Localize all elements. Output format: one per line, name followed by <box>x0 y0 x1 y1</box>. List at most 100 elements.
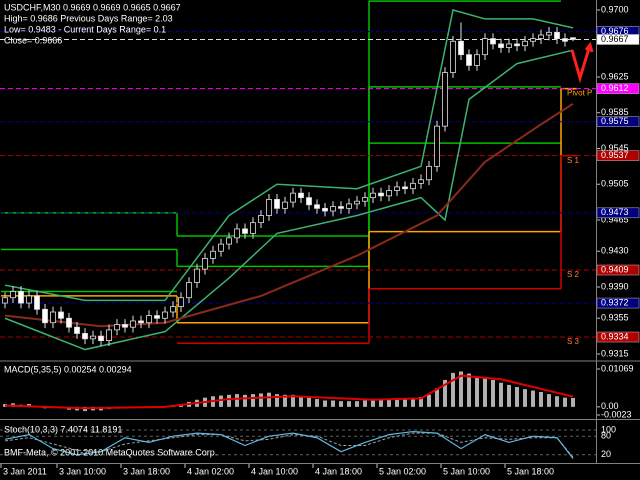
macd-bar <box>443 379 447 407</box>
candle-body <box>322 207 328 212</box>
candle-body <box>370 192 376 199</box>
candle-body <box>338 206 344 209</box>
candle-body <box>426 165 432 181</box>
header-line: Close= 0.9666 <box>4 35 62 45</box>
y-tick-label: 0.9315 <box>601 348 629 358</box>
price-box-label: 0.9667 <box>601 34 629 44</box>
macd-bar <box>499 382 503 407</box>
candle-body <box>450 40 456 73</box>
bollinger-band <box>4 9 574 302</box>
macd-bar <box>227 394 231 407</box>
macd-bar <box>491 379 495 407</box>
macd-bar <box>515 387 519 407</box>
candle-body <box>290 192 296 203</box>
candle-body <box>106 329 112 341</box>
price-box-label: 0.9537 <box>601 150 629 160</box>
macd-title: MACD(5,35,5) 0.00254 0.00294 <box>4 364 132 374</box>
candle-body <box>266 199 272 216</box>
macd-bar <box>379 399 383 407</box>
candle-body <box>522 40 528 47</box>
y-tick-label: 0.9545 <box>601 143 629 153</box>
macd-bar <box>339 401 343 407</box>
macd-bar <box>395 398 399 407</box>
candle-body <box>378 192 384 197</box>
stoch-tick-label: 100 <box>601 424 616 434</box>
candle-body <box>498 43 504 48</box>
candle-body <box>298 192 304 199</box>
candle-body <box>218 243 224 252</box>
macd-bar <box>387 399 391 407</box>
stoch-tick-label: 80 <box>601 431 611 441</box>
stoch-k <box>4 430 574 459</box>
candle-body <box>274 199 280 209</box>
candle-body <box>234 228 240 239</box>
level-label: S 3 <box>567 337 580 346</box>
candle-body <box>354 200 360 205</box>
price-box-label: 0.9334 <box>601 331 629 341</box>
candle-body <box>330 206 336 212</box>
candle-body <box>178 297 184 308</box>
y-tick-label: 0.9355 <box>601 313 629 323</box>
macd-signal <box>4 374 574 410</box>
macd-bar <box>411 397 415 407</box>
macd-bar <box>531 390 535 407</box>
y-tick-label: 0.9625 <box>601 71 629 81</box>
macd-bar <box>427 394 431 407</box>
macd-bar <box>371 399 375 407</box>
macd-bar <box>299 396 303 407</box>
candle-body <box>138 320 144 324</box>
macd-tick-label: -0.0023 <box>601 409 632 419</box>
candle-body <box>418 179 424 184</box>
candle-body <box>546 31 552 36</box>
macd-tick-label: 0.01069 <box>601 363 634 373</box>
macd-bar <box>267 392 271 407</box>
level-label: S 2 <box>567 270 580 279</box>
candle-body <box>242 228 248 234</box>
candle-body <box>466 54 472 66</box>
macd-bar <box>219 395 223 407</box>
macd-bar <box>243 394 247 407</box>
candle-body <box>26 295 32 304</box>
candle-body <box>74 326 80 334</box>
candle-body <box>170 306 176 313</box>
macd-bar <box>563 397 567 407</box>
candle-body <box>402 186 408 190</box>
candle-body <box>282 201 288 209</box>
candle-body <box>458 40 464 56</box>
candle-body <box>42 308 48 324</box>
macd-bar <box>419 396 423 407</box>
candle-body <box>82 333 88 340</box>
macd-bar <box>507 384 511 407</box>
x-tick-label: 3 Jan 2011 <box>3 466 47 476</box>
macd-bar <box>435 388 439 407</box>
stoch-title: Stoch(10,3,3) 7.4074 11.8191 <box>4 424 122 434</box>
price-box-label: 0.9409 <box>601 264 629 274</box>
candle-body <box>386 190 392 197</box>
header-line: High= 0.9686 Previous Days Range= 2.03 <box>4 13 173 23</box>
candle-body <box>434 125 440 167</box>
candle-body <box>50 311 56 324</box>
stoch-panel <box>0 429 596 459</box>
copyright: BMF-Meta, © 2001-2010 MetaQuotes Softwar… <box>4 447 217 457</box>
candle-body <box>10 291 16 299</box>
candle-body <box>226 237 232 245</box>
candle-body <box>186 282 192 299</box>
macd-bar <box>403 398 407 407</box>
x-tick-label: 4 Jan 02:00 <box>187 466 234 476</box>
macd-bar <box>235 394 239 407</box>
candle-body <box>482 38 488 56</box>
macd-bar <box>307 397 311 407</box>
candle-body <box>306 197 312 206</box>
candle-body <box>442 72 448 127</box>
macd-bar <box>523 389 527 407</box>
y-tick-label: 0.9585 <box>601 107 629 117</box>
candle-body <box>562 38 568 42</box>
macd-bar <box>331 400 335 407</box>
candle-body <box>122 324 128 328</box>
x-tick-label: 3 Jan 10:00 <box>59 466 106 476</box>
x-tick-label: 3 Jan 18:00 <box>123 466 170 476</box>
candle-body <box>514 43 520 47</box>
level-label: Pivot P <box>567 89 592 98</box>
bollinger-band <box>4 49 574 351</box>
candle-body <box>154 315 160 319</box>
